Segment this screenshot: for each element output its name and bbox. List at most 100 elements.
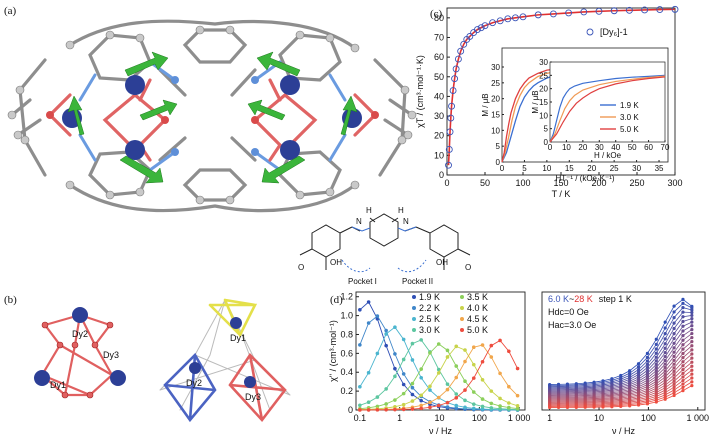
data-point: [681, 338, 685, 342]
data-point: [681, 301, 685, 305]
y-tick-label: 30: [539, 58, 548, 67]
left-dy2-label: Dy2: [72, 329, 88, 339]
data-point: [471, 345, 476, 350]
data-point: [481, 22, 489, 30]
data-point: [628, 371, 632, 375]
legend-marker: [586, 28, 594, 36]
data-point: [645, 402, 650, 406]
panel-a-label: (a): [4, 5, 17, 17]
left-core: [33, 307, 126, 399]
data-point: [681, 324, 685, 328]
data-point: [672, 321, 676, 325]
panel-b-label: (b): [4, 294, 17, 306]
x-tick-label: 0: [444, 178, 449, 188]
x-tick-label: 10: [542, 164, 551, 173]
axes-frame: [549, 61, 666, 143]
y-tick-label: 70: [434, 32, 444, 42]
data-point: [436, 342, 441, 346]
data-point: [375, 408, 380, 412]
x-tick-label: 150: [553, 178, 568, 188]
series-line: [549, 75, 666, 143]
data-point: [654, 382, 658, 386]
data-point: [690, 340, 694, 344]
ligand-structure: N N H H OH OH O O Pocket I Pocket II: [298, 206, 471, 286]
data-point: [358, 403, 362, 408]
data-point: [498, 338, 502, 343]
data-point: [574, 405, 578, 409]
data-point: [445, 355, 450, 359]
data-point: [410, 392, 415, 397]
data-point: [471, 376, 476, 380]
data-point: [645, 378, 650, 382]
data-point: [641, 6, 649, 14]
chart-d-right: 1 10 100 1 000 ν / Hz 6.0 K~28 K step 1 K Hdc=0…: [541, 291, 709, 436]
data-point: [663, 390, 667, 395]
data-point: [393, 352, 397, 356]
data-point: [445, 387, 450, 392]
data-point: [436, 371, 441, 375]
panel-b: (b) Dy2 Dy3 Dy1: [4, 294, 291, 423]
y-tick-label: 20: [491, 95, 500, 104]
data-point: [672, 341, 676, 345]
data-point: [690, 356, 694, 360]
data-point: [690, 376, 694, 380]
data-point: [410, 381, 415, 386]
data-point: [534, 11, 542, 19]
data-point: [690, 331, 694, 336]
data-point: [681, 356, 685, 360]
data-point: [419, 375, 423, 380]
x-axis-label: HT⁻¹ / (kOe·K⁻¹): [555, 174, 614, 183]
ligand-oh-right: OH: [436, 258, 448, 267]
data-point: [436, 395, 441, 400]
data-point: [628, 404, 632, 408]
data-point: [645, 365, 650, 370]
ligand-o-right: O: [465, 263, 471, 272]
data-point: [690, 372, 694, 376]
data-point: [610, 7, 618, 15]
data-point: [410, 407, 415, 411]
data-point: [446, 128, 454, 136]
data-point: [393, 366, 397, 371]
series-line: [549, 76, 666, 143]
data-point: [672, 358, 676, 362]
data-point: [366, 408, 371, 412]
data-point: [449, 87, 457, 94]
data-point: [672, 336, 676, 341]
data-point: [419, 338, 423, 342]
data-point: [654, 371, 658, 376]
axes-frame: [541, 291, 706, 411]
data-point: [663, 388, 667, 392]
data-point: [681, 329, 685, 333]
data-point: [690, 310, 694, 315]
data-point: [393, 374, 397, 379]
data-point: [663, 386, 667, 390]
data-point: [515, 366, 520, 371]
data-point: [401, 382, 406, 387]
data-point: [454, 396, 459, 400]
range-step: step 1 K: [599, 294, 632, 304]
data-point: [445, 348, 450, 353]
data-point: [515, 403, 520, 408]
data-point: [447, 114, 455, 122]
x-axis-label: T / K: [552, 189, 571, 199]
y-tick-label: 0.4: [340, 367, 353, 377]
x-tick-label: 10: [435, 413, 445, 423]
data-point: [690, 320, 694, 324]
y-tick-label: 10: [539, 111, 548, 120]
data-point: [681, 385, 685, 389]
legend-label: 2.5 K: [419, 314, 440, 324]
data-point: [463, 379, 467, 384]
x-tick-label: 20: [587, 164, 596, 173]
data-point: [654, 337, 658, 341]
data-point: [507, 405, 511, 410]
data-point: [428, 351, 432, 355]
ligand-h2-label: H: [398, 206, 404, 215]
data-point: [454, 375, 459, 380]
data-point: [645, 351, 650, 355]
legend-label: 1.9 K: [620, 101, 639, 110]
legend-label: 5.0 K: [620, 125, 639, 134]
data-point: [393, 398, 397, 402]
data-point: [636, 365, 641, 369]
